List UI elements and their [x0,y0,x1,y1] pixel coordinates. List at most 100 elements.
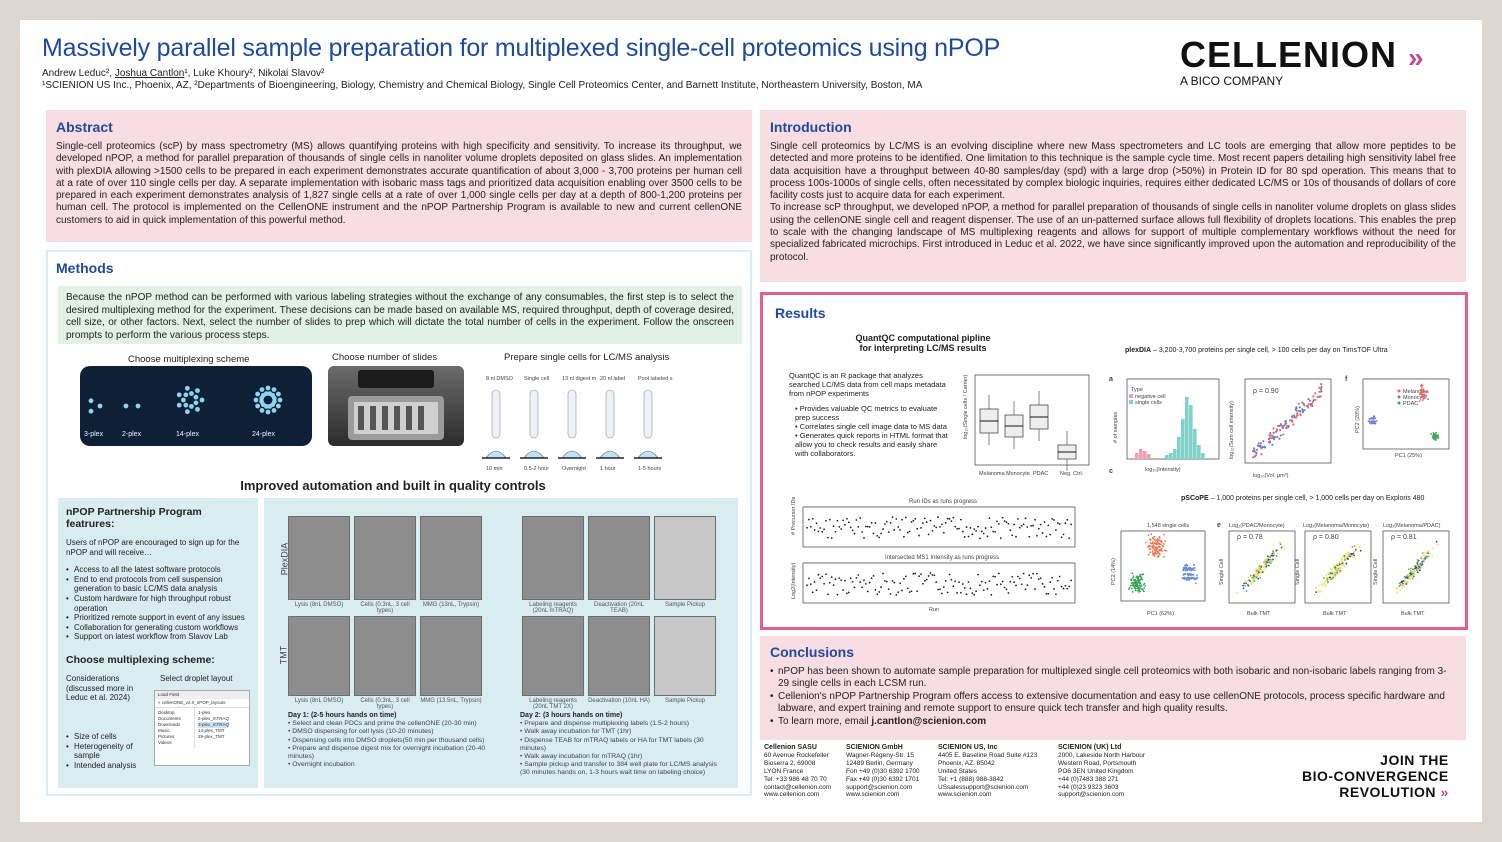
pca2-point [1160,547,1163,550]
file-dialog[interactable]: Load Field « cellenONE_v2.0_nPOP_layouts… [154,689,250,766]
run-point [874,588,877,591]
pca2-point [1143,587,1146,590]
run-point [1060,585,1063,588]
corr-panel-point [1353,551,1356,553]
hist-bar [1173,449,1177,459]
folder-item[interactable]: Pictures [158,733,175,739]
corr-panel-point [1243,582,1246,585]
folder-item[interactable]: Desktop [158,709,175,715]
run-point [1030,577,1033,579]
run-point [965,593,968,596]
run-point [906,531,909,534]
corr-panel-point [1401,585,1404,587]
abstract-panel: Abstract Single-cell proteomics (scP) by… [46,110,752,242]
pca2-point [1154,546,1157,549]
corr-point [1267,437,1270,441]
file-item[interactable]: 1-plex [198,709,211,715]
corr-point [1292,423,1295,426]
run-point [960,591,962,594]
run-point [863,579,865,582]
plexdia-bold: plexDIA [1125,347,1152,354]
run-point [1001,580,1004,583]
prep-step-time: 10 min [486,466,503,472]
pca2-point [1140,588,1143,590]
corr-panel-point [1404,578,1407,581]
run-point [935,526,938,529]
file-item[interactable]: 2-plex_mTRAQ [198,715,230,721]
office-line: 12489 Berlin, Germany [846,759,913,767]
corr-panel-point [1408,578,1411,581]
run-point [847,591,850,594]
pca-point [1370,422,1373,425]
pca2-point [1150,533,1153,536]
corr-panel-point [1351,554,1353,557]
droplet-dot [259,387,265,393]
caption-mmg-tmt: MMG (13.5nL, Trypsin) [420,698,482,704]
run-point [1018,526,1021,529]
pca-point [1420,391,1423,394]
sc-ylabel-3: Single Cell [1373,559,1379,585]
corr-point [1274,430,1278,433]
run-point [817,573,820,576]
office-line: 60 Avenue Rockefeller [764,751,829,759]
droplet-dot [97,403,103,409]
pca2-point [1128,588,1130,591]
file-item[interactable]: 29-plex_TMT [198,733,225,739]
pca-point [1422,390,1425,393]
corr-panel-point [1320,590,1323,593]
run-point [815,589,818,592]
slide-labeling-tmt [522,616,584,696]
caption-deactivation-tmt: Deactivation (10nL HA) [588,698,650,704]
pca2-point [1132,579,1135,582]
pca2-point [1144,585,1147,587]
run-point [834,578,837,581]
corr-point [1253,450,1256,453]
run-point [1003,520,1006,522]
file-item-selected[interactable]: 3-plex_mTRAQ [198,721,230,728]
corr-panel-point [1348,555,1350,558]
corr-panel-point [1323,577,1325,579]
corr-panel-point [1352,556,1355,559]
introduction-heading: Introduction [770,119,852,135]
pca2-point [1154,552,1157,555]
corr-panel-point [1353,545,1356,547]
corr-panel-point [1427,550,1429,553]
run-point [813,529,816,531]
pca-point [1435,436,1438,439]
pca2-point [1164,540,1167,543]
pca-point [1423,393,1426,396]
pscope-rest: – 1,000 proteins per single cell, > 1,00… [1208,495,1425,502]
corr-panel-point [1247,576,1250,579]
folder-item[interactable]: Documents [158,715,181,721]
corr-panel-point [1352,552,1355,555]
run-point [1007,592,1010,594]
pca2-point [1148,548,1151,550]
pca2-point [1162,543,1165,545]
corr-panel-point [1257,577,1260,580]
prep-step-time: 0.5-2 hour [524,466,549,472]
pca-point [1419,384,1422,387]
pca-legend-pdac: PDAC [1403,401,1418,407]
file-item[interactable]: 14-plex_TMT [198,727,225,733]
run-point [1066,587,1069,590]
run-point [956,527,958,530]
pca2-point [1132,575,1135,577]
folder-item[interactable]: Videos [158,739,172,745]
slide-cells-plex [354,516,416,600]
office-line: +44 (0)23 9323 3603 [1058,783,1119,791]
run-point [979,584,981,587]
run-point [912,519,915,522]
corr-panel-point [1338,561,1341,564]
contact-email-link[interactable]: j.cantlon@scienion.com [871,715,987,727]
run-point [1034,518,1036,521]
folder-item[interactable]: Downloads [158,721,181,727]
pca2-point [1128,586,1131,589]
caption-lysis-tmt: Lysis (8nL DMSO) [294,698,344,704]
corr-rho-1: ρ = 0.78 [1237,534,1263,541]
run-point [986,535,989,538]
corr-point [1252,456,1255,459]
corr-point [1268,440,1271,443]
corr-point [1318,386,1321,390]
folder-item[interactable]: Music [158,727,170,733]
corr-panel-point [1262,570,1265,572]
